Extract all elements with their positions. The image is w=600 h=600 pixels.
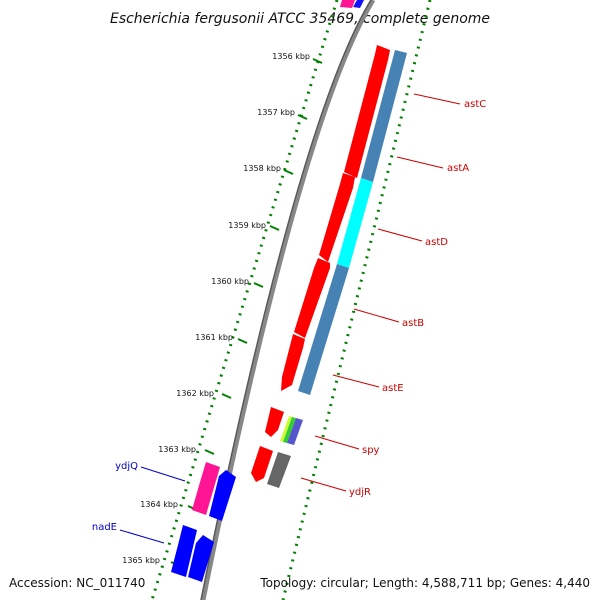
cog-block [337, 178, 373, 268]
tick-mark [237, 338, 248, 344]
tick-label: 1361 kbp [195, 333, 233, 342]
map-title: Escherichia fergusonii ATCC 35469, compl… [110, 11, 490, 27]
tick-label: 1357 kbp [257, 108, 295, 117]
tick-label: 1358 kbp [243, 164, 281, 173]
gene-ydjQ-pink[interactable] [192, 462, 220, 515]
gene-nadE-a[interactable] [171, 525, 197, 577]
tick-label: 1365 kbp [122, 556, 160, 565]
tick-mark [221, 393, 232, 399]
leader-line [353, 308, 400, 323]
gene-astD[interactable] [294, 258, 330, 338]
forward-genes [251, 0, 390, 482]
topology-summary: Topology: circular; Length: 4,588,711 bp… [259, 576, 590, 590]
tick-label: 1360 kbp [211, 277, 249, 286]
genome-backbone-shade [200, 0, 372, 600]
cog-block [287, 418, 303, 445]
gene-labels: astC astA astD astB astE spy ydjR ydjQ n… [92, 93, 486, 544]
cog-block [283, 417, 296, 443]
gene-astB[interactable] [281, 334, 305, 391]
cog-band [267, 0, 407, 488]
tick-label: 1359 kbp [228, 221, 266, 230]
label-astA: astA [447, 163, 469, 174]
cog-block [267, 452, 291, 488]
label-astB: astB [402, 318, 424, 329]
label-nadE: nadE [92, 522, 117, 533]
leader-line [332, 374, 380, 388]
gene-ydjR[interactable] [251, 446, 273, 482]
label-astE: astE [382, 383, 404, 394]
tick-mark [269, 225, 280, 231]
tick-label: 1364 kbp [140, 500, 178, 509]
gene-astA[interactable] [319, 173, 355, 262]
label-spy: spy [362, 445, 380, 456]
leader-line [140, 466, 186, 482]
gene-top-pink[interactable] [340, 0, 355, 8]
leader-line [396, 156, 444, 169]
label-ydjR: ydjR [349, 487, 371, 498]
tick-mark [283, 169, 294, 175]
cog-block [361, 50, 407, 182]
tick-mark [312, 58, 323, 64]
genome-backbone [200, 0, 376, 600]
gene-ydjQ[interactable] [209, 470, 236, 521]
cog-block [298, 264, 349, 395]
leader-line [413, 93, 461, 105]
leader-line [119, 529, 165, 544]
leader-line [377, 228, 423, 242]
leader-line [300, 477, 347, 492]
label-astC: astC [464, 99, 486, 110]
gene-nadE-b[interactable] [188, 535, 214, 582]
cog-block-top [353, 0, 364, 8]
tick-mark [253, 282, 264, 288]
tick-mark [204, 449, 215, 455]
label-ydjQ: ydjQ [115, 461, 138, 472]
tick-label: 1356 kbp [272, 52, 310, 61]
inner-scale-ring [150, 0, 339, 600]
gene-spy[interactable] [265, 407, 284, 437]
reverse-genes [171, 462, 236, 582]
leader-line [314, 435, 360, 450]
tick-mark [297, 114, 308, 120]
tick-label: 1363 kbp [158, 445, 196, 454]
scale-ticks: 1356 kbp 1357 kbp 1358 kbp 1359 kbp 1360… [122, 52, 323, 567]
label-astD: astD [425, 237, 448, 248]
tick-label: 1362 kbp [176, 389, 214, 398]
accession-text: Accession: NC_011740 [9, 576, 145, 590]
cog-block [280, 416, 292, 442]
gene-astC[interactable] [344, 45, 390, 178]
